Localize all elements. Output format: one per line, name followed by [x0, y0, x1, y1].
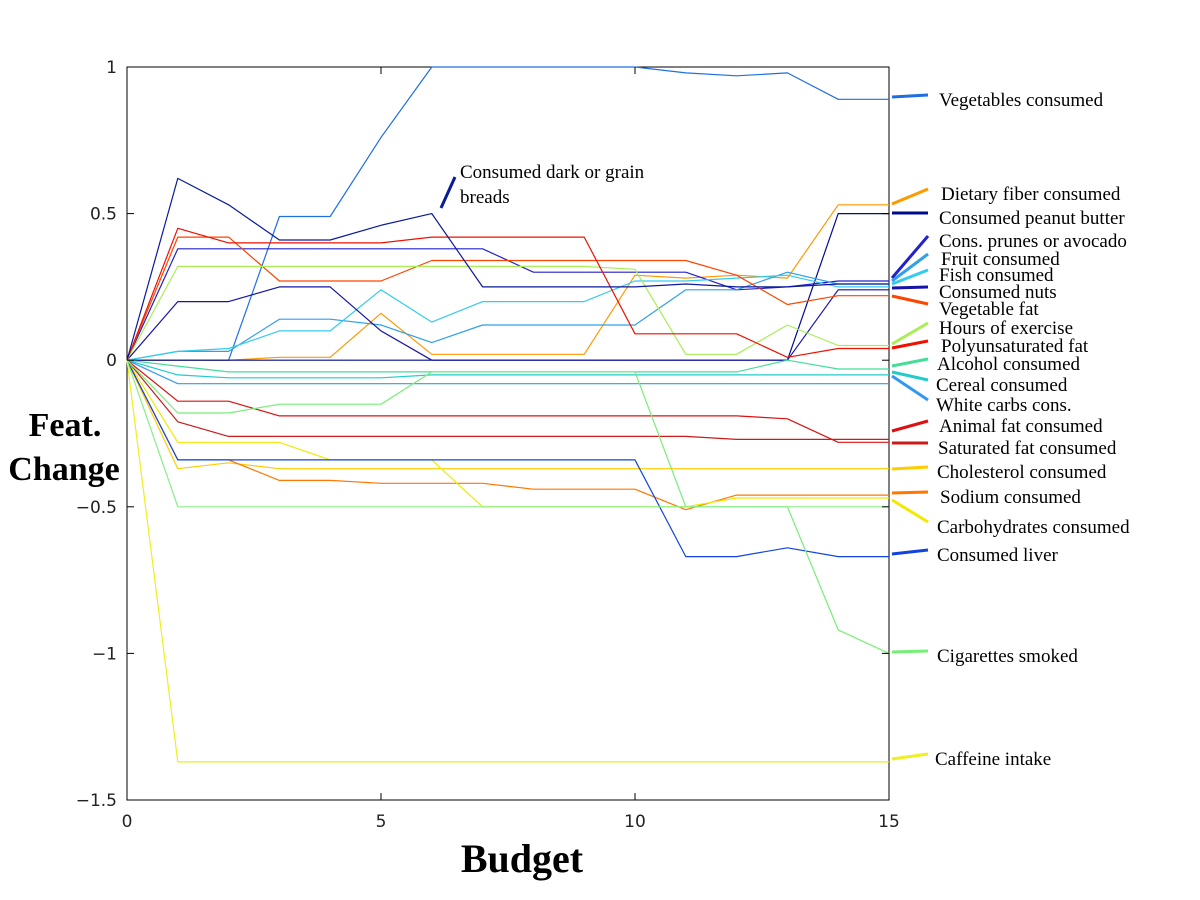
legend-swatch	[891, 374, 929, 402]
series-line-7	[126, 236, 889, 361]
legend-swatch	[891, 419, 929, 433]
series-line-12	[126, 359, 889, 385]
legend-label: Alcohol consumed	[937, 354, 1081, 375]
x-tick-label: 10	[624, 812, 646, 832]
series-line-10	[126, 359, 889, 373]
legend-label: Hours of exercise	[939, 318, 1073, 339]
legend-label: Sodium consumed	[940, 487, 1081, 508]
legend-swatch	[891, 294, 929, 306]
legend-swatch	[890, 235, 930, 279]
legend-swatch	[891, 268, 929, 286]
x-tick-label: 15	[878, 812, 900, 832]
legend-label: Cereal consumed	[936, 375, 1068, 396]
legend-label: Caffeine intake	[935, 749, 1051, 770]
legend-label: Consumed nuts	[939, 282, 1057, 303]
legend-label: Consumed peanut butter	[939, 208, 1125, 229]
legend-label: Cons. prunes or avocado	[939, 231, 1127, 252]
y-tick-label: 1	[106, 58, 117, 78]
series-layer	[126, 66, 890, 763]
legend-swatch	[891, 490, 929, 495]
legend-label: Consumed liver	[937, 545, 1059, 566]
y-tick-label: −1.5	[76, 791, 117, 811]
y-tick-label: 0.5	[90, 205, 117, 225]
legend-label: Cigarettes smoked	[937, 646, 1078, 667]
legend-swatch	[891, 252, 929, 283]
series-line-15	[126, 359, 889, 470]
annotation-pointer	[439, 176, 457, 209]
legend-label: Animal fat consumed	[939, 416, 1103, 437]
series-line-8	[126, 265, 889, 361]
legend-swatch	[891, 370, 929, 382]
y-tick-label: −1	[92, 644, 117, 664]
x-axis-title: Budget	[461, 836, 584, 881]
legend-swatch	[891, 548, 929, 556]
legend-label: Dietary fiber consumed	[941, 184, 1121, 205]
legend-label: Saturated fat consumed	[938, 438, 1117, 459]
legend-swatch	[891, 321, 929, 346]
series-line-16	[126, 359, 889, 511]
annotation: Consumed dark or grain breads	[439, 162, 645, 209]
y-axis-title-line2: Change	[8, 451, 119, 488]
legend-label: Cholesterol consumed	[937, 462, 1107, 483]
annotation-label: breads	[460, 187, 510, 208]
legend-label: Polyunsaturated fat	[941, 336, 1089, 357]
legend-label: Vegetable fat	[939, 299, 1039, 320]
legend-swatch	[891, 649, 929, 654]
series-line-17	[126, 359, 889, 508]
series-line-5	[126, 274, 889, 361]
y-tick-label: 0	[106, 351, 117, 371]
legend-swatch	[891, 187, 929, 206]
x-tick-label: 5	[376, 812, 387, 832]
legend-swatch	[891, 465, 929, 471]
legend-swatch	[891, 93, 929, 99]
legend-label: White carbs cons.	[936, 395, 1072, 416]
legend: Vegetables consumed Dietary fiber consume…	[890, 90, 1130, 770]
series-line-6	[126, 286, 889, 361]
legend-label: Fruit consumed	[941, 249, 1060, 270]
legend-swatch	[891, 357, 929, 368]
legend-label: Fish consumed	[939, 265, 1054, 286]
legend-swatch	[891, 285, 929, 290]
series-line-0	[127, 66, 889, 361]
series-line-22	[126, 177, 889, 361]
series-line-14	[126, 359, 889, 440]
y-tick-label: −0.5	[76, 498, 117, 518]
series-line-13	[126, 359, 889, 443]
ticks-layer: 0 5 10 15 −1.5 −1 −0.5 0 0.5 1	[76, 58, 900, 832]
series-line-21	[126, 360, 889, 763]
y-axis-title-line1: Feat.	[29, 407, 102, 444]
series-line-20	[126, 360, 889, 508]
legend-swatch	[891, 752, 929, 761]
legend-label: Carbohydrates consumed	[937, 517, 1130, 538]
legend-label: Vegetables consumed	[939, 90, 1104, 111]
legend-swatch	[891, 498, 929, 524]
legend-swatch	[891, 339, 929, 350]
series-line-9	[126, 227, 889, 361]
x-tick-label: 0	[122, 812, 133, 832]
series-line-11	[126, 359, 889, 379]
annotation-label: Consumed dark or grain	[460, 162, 645, 183]
series-line-1	[127, 204, 889, 361]
series-line-4	[126, 271, 889, 361]
series-line-18	[126, 359, 889, 558]
